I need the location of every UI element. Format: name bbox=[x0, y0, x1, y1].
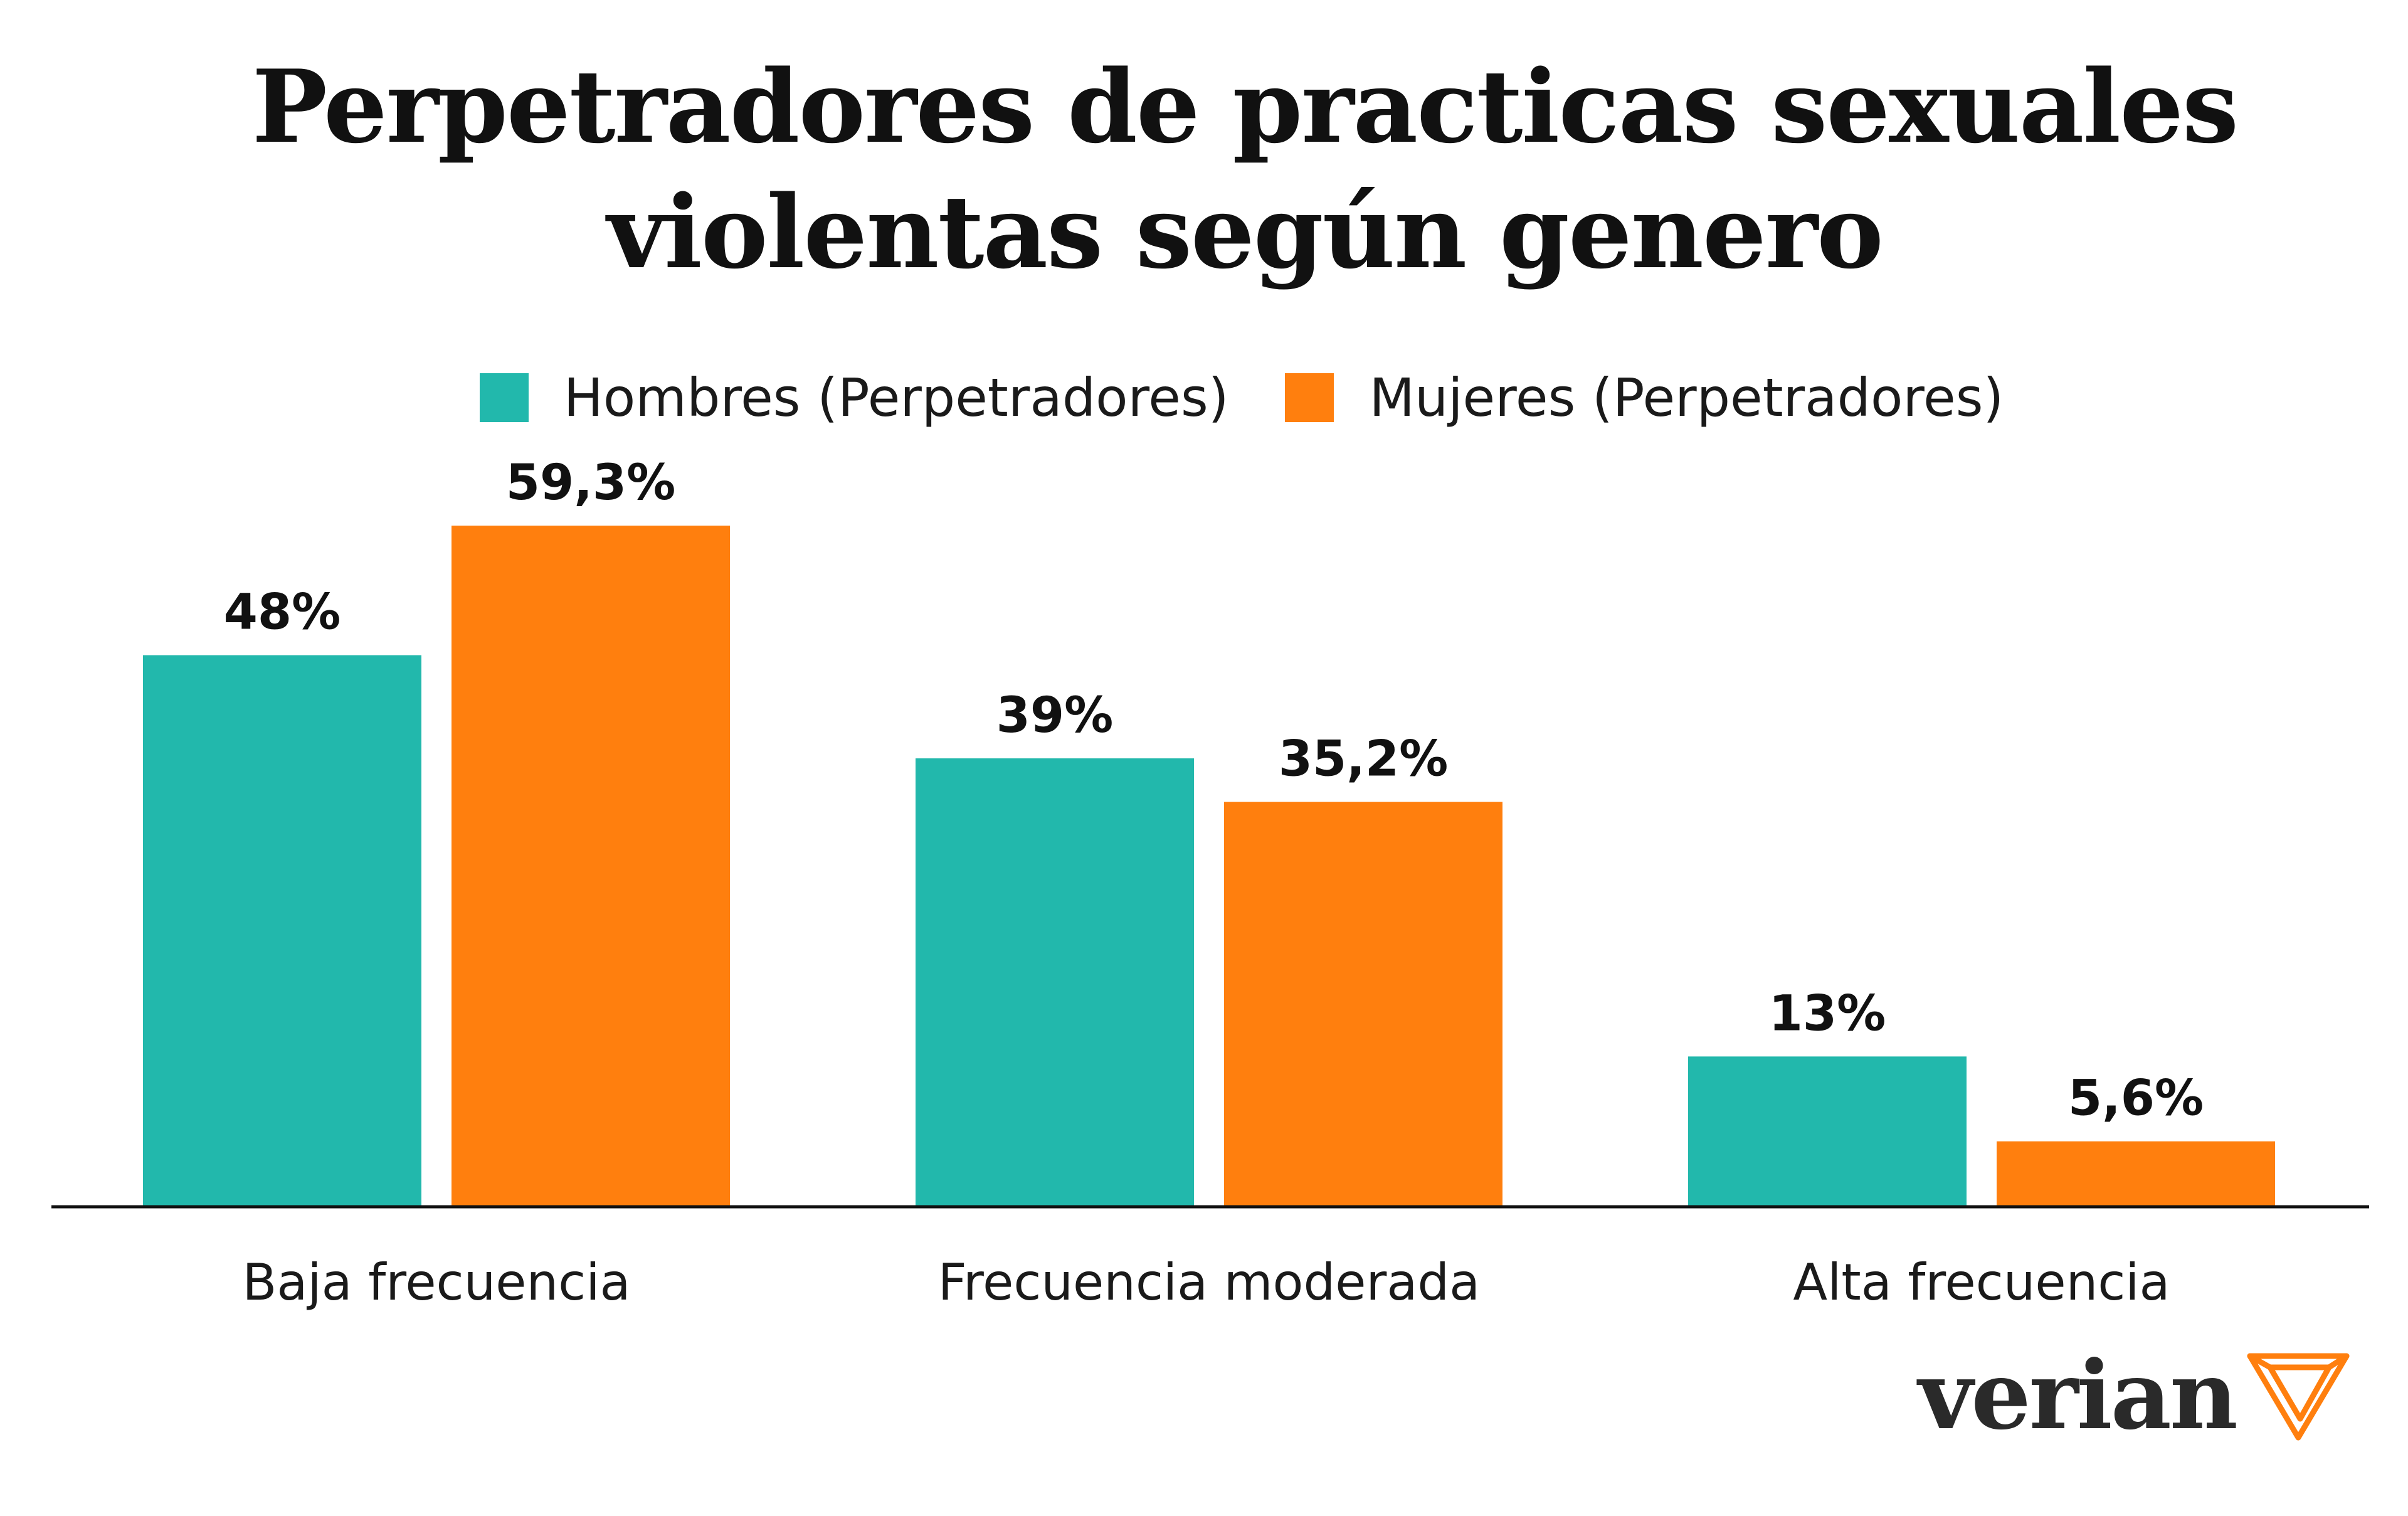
chart-title-line-1: Perpetradores de practicas sexuales bbox=[251, 48, 2239, 166]
data-label-mujeres-1: 35,2% bbox=[1279, 731, 1449, 788]
category-label-0: Baja frecuencia bbox=[243, 1253, 631, 1312]
chart-title: Perpetradores de practicas sexuales viol… bbox=[0, 44, 2408, 295]
legend-swatch-mujeres bbox=[1285, 373, 1334, 422]
data-label-hombres-2: 13% bbox=[1769, 985, 1886, 1042]
legend-item-mujeres: Mujeres (Perpetradores) bbox=[1285, 367, 2004, 428]
verian-triangle-logo-icon bbox=[2247, 1353, 2350, 1441]
bar-hombres-0 bbox=[143, 655, 421, 1206]
category-label-1: Frecuencia moderada bbox=[938, 1253, 1480, 1312]
bar-hombres-1 bbox=[916, 758, 1194, 1206]
bar-mujeres-0 bbox=[452, 526, 730, 1206]
brand-logo: verian bbox=[1918, 1349, 2352, 1443]
data-label-hombres-0: 48% bbox=[224, 585, 341, 641]
data-label-hombres-1: 39% bbox=[996, 687, 1114, 744]
legend-item-hombres: Hombres (Perpetradores) bbox=[479, 367, 1229, 428]
data-label-mujeres-2: 5,6% bbox=[2068, 1071, 2204, 1127]
chart-legend: Hombres (Perpetradores) Mujeres (Perpetr… bbox=[0, 367, 2408, 428]
legend-label-mujeres: Mujeres (Perpetradores) bbox=[1369, 367, 2004, 428]
bar-hombres-2 bbox=[1688, 1056, 1967, 1206]
brand-name: verian bbox=[1918, 1340, 2238, 1451]
category-label-2: Alta frecuencia bbox=[1793, 1253, 2170, 1312]
bar-mujeres-2 bbox=[1997, 1141, 2275, 1206]
legend-label-hombres: Hombres (Perpetradores) bbox=[563, 367, 1229, 428]
legend-swatch-hombres bbox=[479, 373, 529, 422]
data-label-mujeres-0: 59,3% bbox=[506, 455, 676, 511]
bar-mujeres-1 bbox=[1224, 802, 1502, 1206]
chart-title-line-2: violentas según genero bbox=[607, 173, 1884, 291]
